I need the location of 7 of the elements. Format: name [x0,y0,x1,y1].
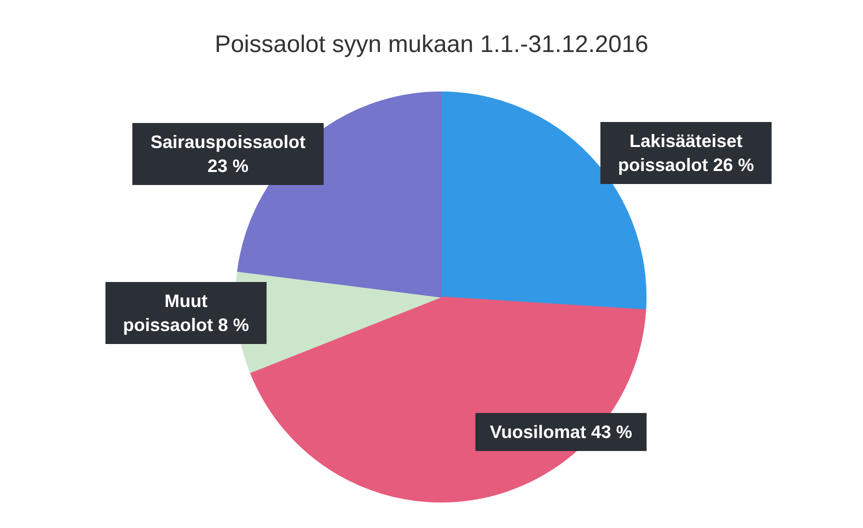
slice-label: Vuosilomat 43 % [490,422,632,442]
data-label: 23 % [207,156,249,176]
slice-label: Sairauspoissaolot [150,132,306,152]
slice-label: Muut poissaolot 8 % [122,291,250,335]
chart-title: Poissaolot syyn mukaan 1.1.-31.12.2016 [214,31,648,58]
pie-slice [250,296,646,502]
slice-label: Lakisääteiset poissaolot 26 % [618,131,754,175]
